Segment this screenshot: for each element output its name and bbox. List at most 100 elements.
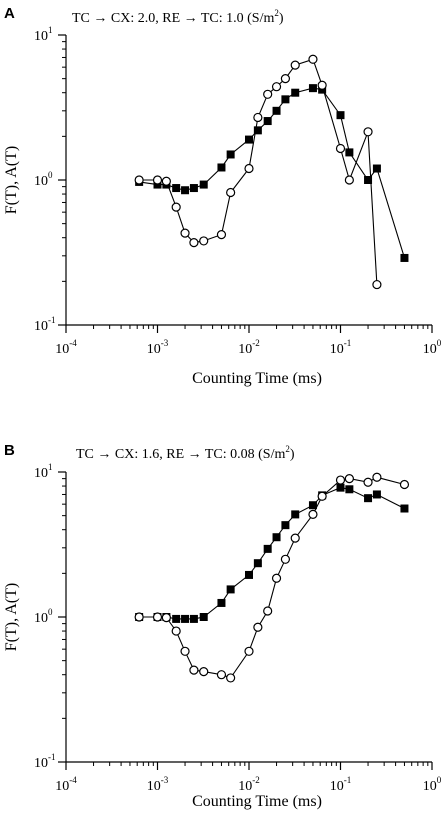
data-point-square [336, 483, 345, 492]
data-point-circle [134, 612, 144, 622]
data-point-square [372, 164, 381, 173]
y-tick-label: 100 [34, 170, 53, 189]
data-point-circle [335, 475, 346, 485]
data-point-circle [244, 163, 254, 174]
y-tick-label: 101 [34, 462, 53, 481]
data-point-square [253, 559, 262, 568]
panel-label: A [4, 5, 15, 22]
data-point-square [400, 504, 409, 513]
data-point-square [263, 117, 272, 126]
data-point-circle [372, 279, 382, 290]
x-axis-label: Counting Time (ms) [192, 370, 322, 387]
data-point-circle [180, 228, 190, 238]
data-point-circle [199, 667, 209, 677]
y-tick-label: 100 [34, 607, 53, 626]
data-point-square [345, 148, 354, 157]
data-point-circle [253, 622, 263, 632]
data-point-square [245, 570, 253, 579]
x-tick-label: 10-3 [147, 338, 169, 357]
x-tick-label: 10-3 [147, 775, 169, 794]
x-tick-label: 10-1 [330, 775, 352, 794]
data-point-circle [171, 202, 181, 212]
data-point-circle [363, 477, 373, 487]
data-point-square [181, 186, 190, 195]
y-tick-label: 10-1 [34, 315, 56, 334]
data-point-square [263, 544, 272, 553]
data-point-square [189, 614, 198, 623]
data-point-circle [271, 82, 282, 92]
y-axis-label: F(T), A(T) [3, 146, 20, 214]
data-point-circle [152, 175, 163, 185]
data-point-circle [290, 533, 300, 543]
data-point-circle [226, 187, 236, 198]
data-point-circle [161, 613, 171, 623]
data-point-square [172, 614, 181, 623]
data-point-circle [216, 670, 227, 680]
data-point-circle [280, 554, 291, 564]
data-point-circle [280, 74, 291, 84]
y-tick-label: 101 [34, 25, 53, 44]
y-tick-label: 10-1 [34, 752, 56, 771]
data-point-circle [372, 472, 382, 482]
series-line-filled-square [139, 87, 406, 259]
data-point-square [372, 490, 381, 499]
data-point-circle [180, 646, 190, 656]
data-point-square [272, 533, 281, 542]
data-point-circle [317, 80, 327, 90]
data-point-square [217, 163, 226, 172]
data-point-circle [189, 238, 199, 248]
data-point-circle [171, 626, 181, 636]
data-point-circle [363, 127, 373, 137]
x-tick-label: 10-4 [55, 338, 77, 357]
x-tick-label: 10-2 [238, 775, 260, 794]
panel-b: B TC → CX: 1.6, RE → TC: 0.08 (S/m2) 10-4 1… [3, 442, 442, 810]
x-tick-label: 10-2 [238, 338, 260, 357]
data-point-square [226, 150, 235, 159]
series-line-open-circle [139, 58, 378, 285]
data-point-square [345, 485, 354, 494]
data-point-circle [263, 606, 273, 616]
data-point-circle [271, 573, 282, 583]
chart-title: TC → CX: 1.6, RE → TC: 0.08 (S/m2) [76, 444, 295, 462]
data-point-square [308, 84, 317, 93]
data-point-circle [161, 176, 171, 186]
data-point-square [336, 111, 345, 120]
data-point-square [291, 510, 300, 519]
data-point-square [364, 494, 373, 503]
data-point-circle [216, 230, 227, 240]
data-point-square [199, 613, 208, 621]
data-point-square [281, 95, 290, 104]
data-point-circle [308, 509, 318, 520]
data-point-square [281, 521, 290, 530]
data-point-square [226, 585, 235, 594]
data-point-square [181, 614, 190, 623]
x-tick-label: 100 [423, 775, 442, 794]
data-point-circle [399, 479, 410, 490]
data-point-circle [189, 665, 199, 675]
data-point-circle [344, 175, 354, 185]
data-point-circle [253, 112, 263, 123]
data-point-square [199, 180, 208, 189]
data-point-circle [335, 143, 346, 154]
data-point-square [364, 176, 373, 184]
data-point-square [272, 106, 281, 115]
x-tick-label: 10-4 [55, 775, 77, 794]
y-axis-label: F(T), A(T) [3, 583, 20, 651]
data-point-square [291, 88, 300, 97]
x-tick-label: 10-1 [330, 338, 352, 357]
data-point-circle [199, 236, 209, 246]
x-tick-label: 100 [423, 338, 442, 357]
data-point-circle [244, 646, 254, 656]
data-point-square [400, 253, 409, 262]
data-point-square [308, 501, 317, 510]
data-point-square [245, 135, 253, 144]
data-point-circle [226, 673, 236, 683]
data-point-circle [290, 60, 300, 70]
data-point-square [189, 184, 198, 193]
data-point-square [172, 184, 181, 193]
series-line-filled-square [139, 487, 405, 620]
panel-label: B [4, 442, 15, 459]
x-axis-label: Counting Time (ms) [192, 793, 322, 810]
data-point-circle [317, 491, 327, 501]
